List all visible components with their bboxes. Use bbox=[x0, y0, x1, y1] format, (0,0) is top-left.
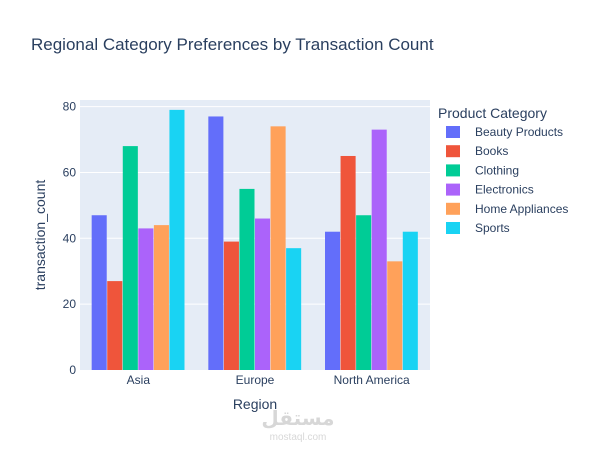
bar bbox=[255, 218, 271, 370]
chart-title: Regional Category Preferences by Transac… bbox=[31, 35, 434, 54]
y-tick-label: 80 bbox=[63, 100, 77, 114]
y-tick-label: 20 bbox=[63, 297, 77, 311]
bar bbox=[387, 261, 403, 370]
watermark-arabic-text: مستقل bbox=[261, 408, 334, 430]
bar bbox=[286, 248, 302, 370]
legend-item-label: Electronics bbox=[475, 183, 534, 197]
legend-item-label: Home Appliances bbox=[475, 202, 568, 216]
bar bbox=[356, 215, 372, 370]
bar bbox=[239, 188, 255, 370]
x-axis-title: Region bbox=[233, 396, 277, 412]
bar bbox=[325, 231, 341, 370]
y-tick-label: 40 bbox=[63, 231, 77, 245]
bar bbox=[270, 126, 286, 370]
x-tick-label: North America bbox=[334, 373, 410, 387]
watermark-logo: مستقل mostaql.com bbox=[261, 408, 334, 443]
bar bbox=[402, 231, 418, 370]
bars bbox=[91, 109, 418, 371]
legend-swatch bbox=[446, 202, 460, 215]
bar bbox=[208, 116, 224, 371]
legend-swatch bbox=[446, 183, 460, 196]
y-axis-title: transaction_count bbox=[32, 180, 48, 291]
legend-swatch bbox=[446, 164, 460, 177]
bar bbox=[107, 281, 123, 370]
bar bbox=[138, 228, 154, 370]
legend-title: Product Category bbox=[438, 105, 547, 121]
x-tick-label: Europe bbox=[236, 373, 275, 387]
bar bbox=[223, 241, 239, 370]
bar bbox=[371, 129, 387, 370]
x-axis-ticks: Asia Europe North America bbox=[127, 373, 410, 387]
bar bbox=[91, 215, 107, 370]
legend-item-label: Sports bbox=[475, 221, 510, 235]
bar bbox=[340, 155, 356, 370]
y-tick-label: 0 bbox=[69, 363, 76, 377]
legend-swatch bbox=[446, 145, 460, 158]
watermark-latin-text: mostaql.com bbox=[270, 432, 327, 443]
bar bbox=[169, 109, 185, 370]
x-tick-label: Asia bbox=[127, 373, 151, 387]
bar bbox=[122, 146, 138, 370]
legend-item-label: Clothing bbox=[475, 163, 519, 177]
legend-item-label: Beauty Products bbox=[475, 125, 563, 139]
legend-item-label: Books bbox=[475, 144, 508, 158]
legend: Product Category Beauty Products Books Clo… bbox=[438, 105, 568, 235]
legend-swatch bbox=[446, 222, 460, 234]
legend-items: Beauty Products Books Clothing Electronics H… bbox=[446, 125, 568, 235]
legend-swatch bbox=[446, 126, 460, 138]
bar bbox=[153, 225, 169, 370]
y-axis-ticks: 0 20 40 60 80 bbox=[63, 100, 77, 377]
y-tick-label: 60 bbox=[63, 165, 77, 179]
